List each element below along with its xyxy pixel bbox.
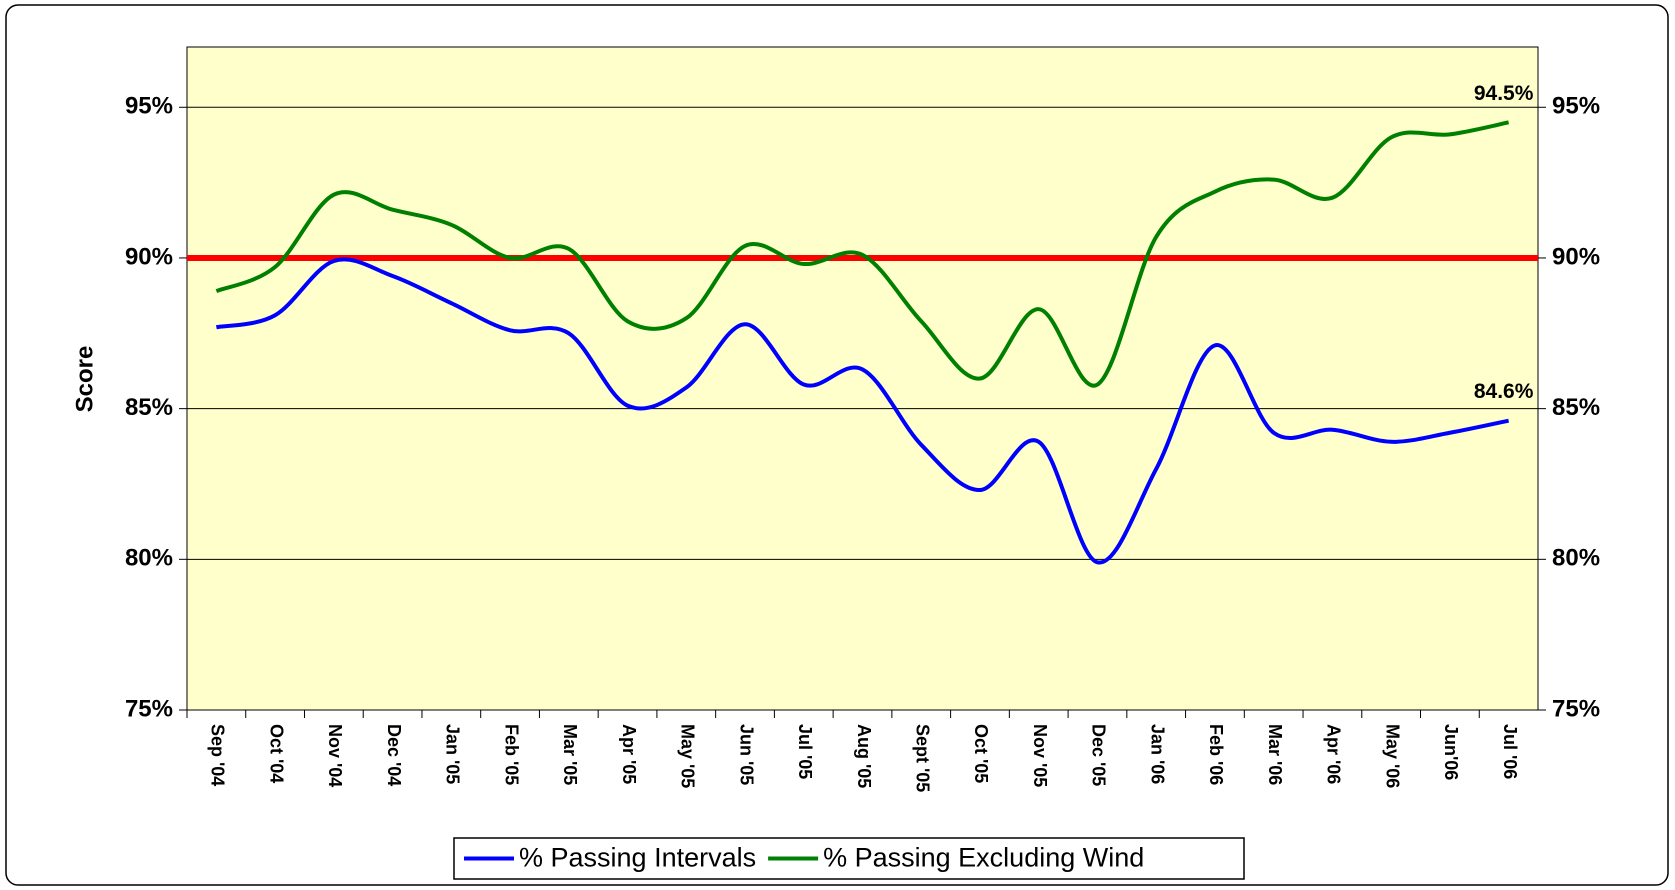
x-tick-label: Dec '04 bbox=[384, 724, 404, 786]
x-tick-label: Jan '06 bbox=[1147, 724, 1167, 784]
legend-label: % Passing Excluding Wind bbox=[823, 843, 1144, 873]
y2-tick-label: 80% bbox=[1552, 545, 1600, 572]
x-tick-label: Jan '05 bbox=[443, 724, 463, 784]
line-series bbox=[215, 120, 1510, 388]
x-tick-label: Feb '05 bbox=[501, 724, 521, 785]
y2-tick-label: 90% bbox=[1552, 243, 1600, 270]
x-tick-label: Mar '05 bbox=[560, 724, 580, 785]
data-label: 84.6% bbox=[1474, 380, 1534, 403]
x-tick-label: May '06 bbox=[1382, 724, 1402, 788]
plot-area bbox=[186, 46, 1539, 711]
y-tick-label: 95% bbox=[125, 93, 173, 120]
x-tick-label: Nov '04 bbox=[325, 724, 345, 787]
legend-box bbox=[453, 837, 1245, 880]
x-tick-label: Dec '05 bbox=[1089, 724, 1109, 786]
x-tick-label: May '05 bbox=[678, 724, 698, 788]
x-tick-label: Sept '05 bbox=[912, 724, 932, 792]
x-tick-label: Jul '06 bbox=[1500, 724, 1520, 779]
y-axis-label: Score bbox=[71, 346, 98, 413]
x-tick-label: Sep '04 bbox=[208, 724, 228, 786]
legend-label: % Passing Intervals bbox=[519, 843, 756, 873]
y2-tick-label: 75% bbox=[1552, 695, 1600, 722]
legend: % Passing Intervals % Passing Excluding W… bbox=[453, 837, 1245, 880]
x-tick-label: Apr '05 bbox=[619, 724, 639, 784]
y-tick-label: 85% bbox=[125, 394, 173, 421]
x-tick-label: Oct '05 bbox=[971, 724, 991, 783]
y2-tick-label: 85% bbox=[1552, 394, 1600, 421]
x-tick-label: Mar '06 bbox=[1265, 724, 1285, 785]
x-tick-label: Jun '05 bbox=[736, 724, 756, 785]
y-tick-label: 80% bbox=[125, 545, 173, 572]
line-series bbox=[215, 257, 1510, 565]
x-tick-label: Feb '06 bbox=[1206, 724, 1226, 785]
x-tick-label: Oct '04 bbox=[266, 724, 286, 783]
x-tick-label: Nov '05 bbox=[1030, 724, 1050, 787]
data-label: 94.5% bbox=[1474, 82, 1534, 105]
x-tick-label: Jul '05 bbox=[795, 724, 815, 779]
y-tick-label: 90% bbox=[125, 243, 173, 270]
x-tick-label: Jun'06 bbox=[1441, 724, 1461, 780]
y2-tick-label: 95% bbox=[1552, 93, 1600, 120]
x-tick-label: Aug '05 bbox=[854, 724, 874, 788]
y-tick-label: 75% bbox=[125, 695, 173, 722]
x-tick-label: Apr '06 bbox=[1324, 724, 1344, 784]
